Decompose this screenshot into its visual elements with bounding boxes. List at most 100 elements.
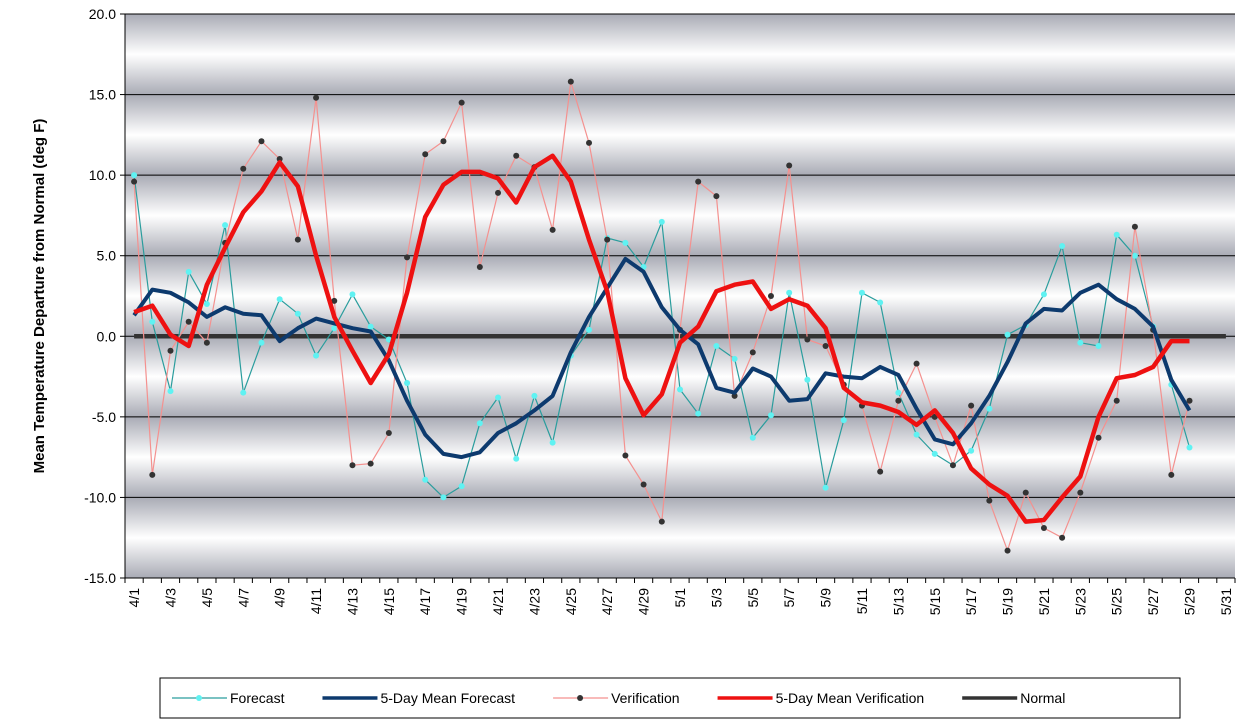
legend: Forecast 5-Day Mean Forecast Verification 5… (159, 677, 1181, 719)
series-marker (1186, 444, 1193, 451)
series-marker (1095, 434, 1102, 441)
series-marker (767, 293, 774, 299)
series-marker (458, 99, 465, 106)
series-marker (877, 299, 884, 306)
series-marker (1040, 525, 1047, 532)
x-tick-label: 4/29 (636, 588, 652, 615)
x-tick-label: 4/3 (162, 588, 178, 608)
series-marker (713, 342, 720, 349)
series-marker (731, 355, 738, 362)
series-marker (1113, 397, 1120, 404)
series-marker (658, 518, 665, 525)
series-marker (276, 296, 283, 303)
series-marker (203, 301, 210, 308)
series-marker (695, 178, 702, 185)
series-marker (804, 376, 811, 383)
x-tick-label: 5/19 (1000, 588, 1016, 615)
x-tick-label: 5/9 (818, 588, 834, 608)
series-marker (858, 289, 865, 296)
series-marker (531, 392, 538, 399)
plot-band (125, 336, 1235, 417)
x-tick-label: 5/13 (890, 588, 906, 615)
x-tick-label: 4/17 (417, 588, 433, 615)
legend-label: Verification (611, 690, 679, 706)
x-tick-label: 4/19 (454, 588, 470, 615)
series-marker (331, 325, 338, 332)
series-marker (713, 193, 720, 200)
x-tick-label: 5/27 (1145, 588, 1161, 615)
series-marker (240, 389, 247, 396)
series-marker (968, 447, 975, 454)
series-marker (476, 263, 483, 270)
x-tick-label: 4/9 (272, 588, 288, 608)
x-tick-label: 5/5 (745, 588, 761, 608)
series-marker (1113, 231, 1120, 238)
series-marker (767, 412, 774, 419)
series-marker (476, 420, 483, 427)
series-marker (567, 78, 574, 85)
series-marker (786, 289, 793, 296)
x-tick-label: 5/15 (927, 588, 943, 615)
series-marker (1004, 547, 1011, 554)
series-marker (677, 386, 683, 393)
plot-band (125, 14, 1235, 95)
y-axis-title: Mean Temperature Departure from Normal (… (31, 119, 48, 474)
series-marker (185, 318, 192, 325)
series-marker (1022, 489, 1029, 496)
series-marker (422, 476, 429, 483)
series-marker (749, 434, 756, 441)
series-marker (331, 297, 338, 304)
series-marker (367, 323, 374, 330)
series-marker (786, 162, 793, 169)
series-marker (549, 226, 556, 233)
series-marker (986, 497, 993, 504)
legend-marker (577, 695, 584, 701)
x-tick-label: 4/15 (381, 588, 397, 615)
series-marker (294, 310, 301, 317)
series-marker (877, 468, 884, 475)
y-tick-label: 0.0 (97, 328, 117, 344)
series-marker (895, 397, 902, 404)
x-tick-label: 4/7 (235, 588, 251, 608)
legend-label: Normal (1020, 690, 1065, 706)
series-marker (440, 494, 447, 501)
x-tick-label: 5/23 (1072, 588, 1088, 615)
series-marker (167, 388, 174, 395)
series-marker (840, 417, 847, 424)
series-marker (949, 462, 956, 469)
series-marker (804, 336, 811, 343)
series-marker (604, 236, 611, 243)
series-marker (131, 172, 138, 179)
series-marker (1095, 342, 1102, 349)
series-marker (276, 156, 283, 163)
series-marker (404, 380, 411, 387)
series-marker (968, 402, 975, 409)
series-line (132, 256, 1192, 460)
series-marker (1077, 489, 1084, 496)
x-tick-label: 4/13 (344, 588, 360, 615)
series-marker (385, 336, 392, 343)
series-marker (149, 318, 156, 325)
series-marker (913, 360, 920, 367)
series-marker (658, 218, 665, 225)
y-tick-label: -5.0 (92, 409, 116, 425)
x-tick-label: 5/31 (1218, 588, 1234, 615)
series-marker (1131, 223, 1138, 230)
series-marker (913, 431, 920, 438)
plot-band (125, 416, 1235, 498)
series-marker (586, 326, 593, 333)
series-marker (131, 178, 138, 185)
series-marker (422, 151, 429, 158)
y-tick-label: -15.0 (84, 570, 116, 586)
series-marker (622, 452, 629, 459)
series-marker (185, 268, 192, 275)
series-marker (385, 429, 392, 436)
series-marker (549, 439, 556, 446)
series-marker (167, 347, 174, 354)
series-marker (149, 471, 156, 478)
plot-band (125, 497, 1235, 578)
y-tick-label: 15.0 (89, 87, 116, 103)
x-tick-label: 4/21 (490, 588, 506, 615)
plot-band (125, 255, 1235, 337)
